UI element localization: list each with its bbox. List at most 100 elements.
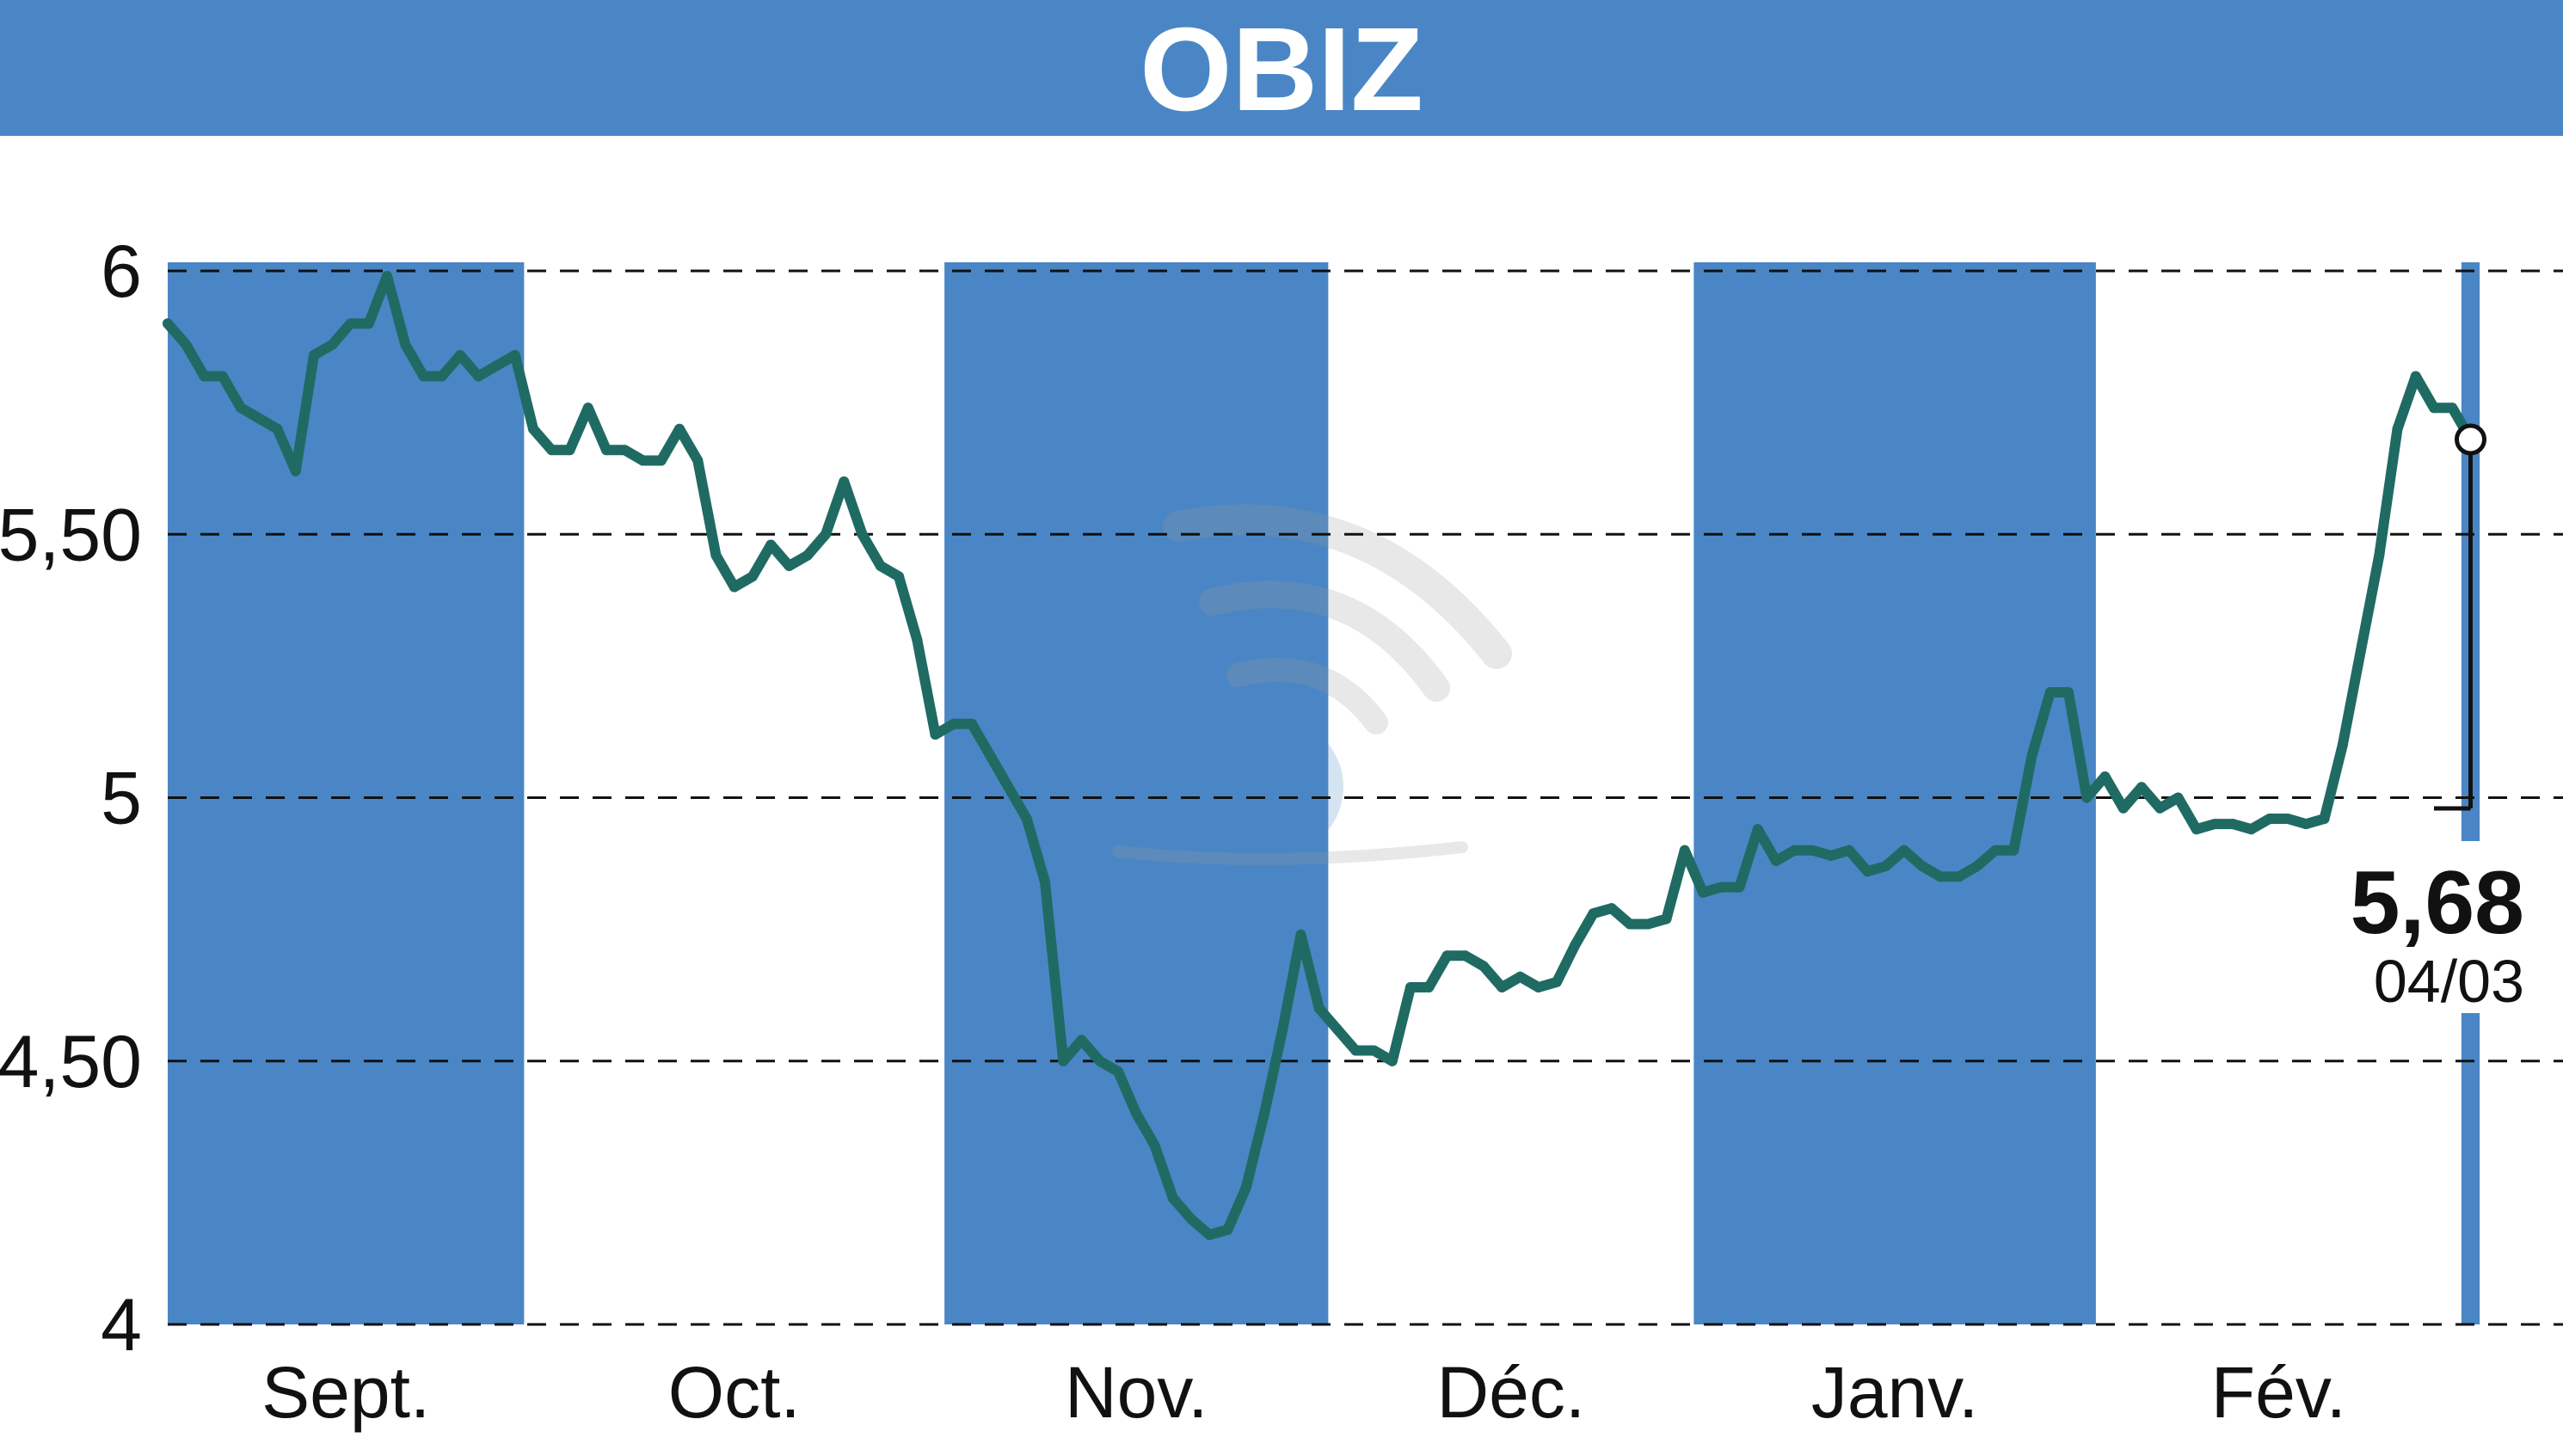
price-point	[272, 423, 283, 434]
price-point	[418, 371, 429, 382]
price-point	[1259, 1109, 1269, 1119]
price-point	[1698, 887, 1708, 898]
price-point	[345, 318, 356, 329]
price-point	[1386, 1055, 1398, 1066]
price-point	[1076, 1035, 1087, 1046]
price-point	[2264, 814, 2275, 824]
price-point	[1917, 861, 1927, 872]
price-point	[491, 360, 502, 372]
price-point	[1478, 961, 1489, 972]
price-point	[309, 350, 319, 360]
price-point	[1552, 976, 1562, 987]
price-point	[1222, 1224, 1233, 1235]
price-point	[728, 581, 740, 593]
price-point	[948, 718, 959, 729]
price-point	[1734, 882, 1745, 893]
x-tick-label: Déc.	[1437, 1352, 1586, 1433]
price-point	[2173, 792, 2184, 803]
price-points	[163, 271, 2476, 1240]
price-point	[217, 371, 228, 382]
price-point	[1405, 982, 1416, 992]
price-point	[2337, 740, 2348, 751]
price-point	[1040, 876, 1050, 888]
price-point	[674, 423, 685, 434]
price-point	[2246, 824, 2257, 835]
price-point	[1295, 929, 1306, 940]
price-point	[619, 445, 630, 456]
price-point	[290, 465, 301, 476]
price-point	[1789, 845, 1800, 856]
last-value-callout: 5,68 04/03	[2339, 423, 2530, 1015]
price-point	[1167, 1193, 1178, 1203]
price-point	[1898, 845, 1909, 856]
price-point	[1807, 845, 1818, 856]
price-point	[655, 455, 667, 466]
price-point	[546, 445, 557, 456]
price-point	[1533, 982, 1544, 992]
price-point	[2392, 423, 2403, 434]
price-point	[2099, 771, 2111, 782]
y-axis-ticks: 6 5,50 5 4,50 4	[0, 230, 142, 1367]
price-point	[2154, 802, 2166, 814]
price-point	[1588, 908, 1599, 919]
price-point	[2136, 782, 2147, 793]
price-point	[1131, 1109, 1142, 1119]
price-point	[2374, 550, 2385, 561]
wifi-globe-watermark-icon	[1112, 504, 1512, 865]
price-point	[802, 550, 813, 561]
price-point	[1497, 982, 1508, 992]
price-point	[2081, 792, 2093, 803]
price-point	[254, 413, 265, 424]
price-point	[1094, 1055, 1105, 1066]
y-tick-label: 5	[101, 758, 142, 840]
price-point	[2429, 402, 2439, 414]
price-point	[582, 402, 593, 414]
y-tick-label: 5,50	[0, 494, 142, 576]
price-point	[601, 445, 612, 456]
price-point	[1643, 918, 1654, 930]
price-point	[1606, 903, 1617, 914]
grid-lines	[168, 269, 2563, 1326]
price-point	[1058, 1055, 1069, 1066]
price-point	[473, 371, 484, 382]
price-point	[1350, 1045, 1361, 1056]
y-tick-label: 6	[101, 230, 142, 313]
title-banner	[0, 0, 2563, 136]
price-point	[912, 634, 923, 645]
last-point-marker	[2455, 423, 2486, 456]
price-point	[894, 571, 904, 582]
price-point	[181, 339, 192, 350]
price-point	[2283, 814, 2293, 824]
y-tick-label: 4	[101, 1284, 142, 1367]
price-point	[1460, 950, 1471, 961]
price-point	[1880, 861, 1891, 872]
price-point	[1003, 782, 1014, 793]
price-point	[199, 371, 210, 382]
y-tick-label: 4,50	[0, 1021, 142, 1103]
price-point	[436, 371, 447, 382]
price-point	[1021, 814, 1032, 824]
price-point	[1990, 845, 2001, 856]
price-point	[1515, 971, 1526, 982]
x-tick-label: Fév.	[2211, 1352, 2346, 1433]
price-point	[857, 529, 868, 540]
price-point	[784, 561, 795, 571]
price-point	[327, 339, 338, 350]
price-point	[1204, 1229, 1215, 1240]
price-point	[2319, 814, 2330, 824]
price-point	[1332, 1024, 1343, 1035]
price-point	[2063, 687, 2074, 697]
price-point	[400, 339, 411, 350]
price-point	[930, 729, 941, 740]
price-point	[1313, 1003, 1325, 1014]
price-point	[2447, 402, 2458, 414]
chart-title: OBIZ	[1140, 3, 1423, 136]
price-point	[1113, 1066, 1123, 1077]
price-point	[710, 550, 722, 561]
last-value-label: 5,68	[2351, 853, 2524, 953]
price-point	[821, 529, 831, 540]
price-point	[1953, 871, 1964, 882]
price-point	[2301, 819, 2312, 830]
price-point	[1752, 824, 1763, 835]
